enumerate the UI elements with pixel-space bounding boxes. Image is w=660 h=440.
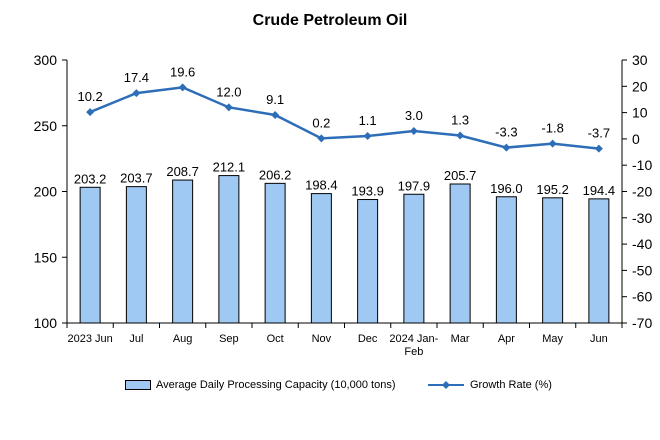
- bar-data-label: 193.9: [351, 184, 384, 199]
- growth-rate-marker: [224, 103, 233, 112]
- right-axis-tick-label: -10: [632, 157, 652, 173]
- right-axis-tick-label: 10: [632, 105, 648, 121]
- bar-data-label: 197.9: [398, 178, 431, 193]
- right-axis-tick-label: -30: [632, 210, 652, 226]
- growth-rate-marker: [409, 127, 418, 136]
- bar: [357, 199, 379, 324]
- x-axis-tick-label: Nov: [312, 333, 332, 345]
- bar: [495, 196, 517, 324]
- bar: [542, 197, 564, 324]
- growth-rate-marker: [548, 139, 557, 148]
- x-axis-tick-label: Jun: [590, 333, 608, 345]
- x-axis-tick-label: May: [542, 333, 563, 345]
- legend-label-growth: Growth Rate (%): [470, 379, 552, 391]
- growth-rate-marker: [178, 83, 187, 92]
- right-axis-tick-label: 0: [632, 131, 640, 147]
- growth-rate-data-label: 3.0: [405, 108, 423, 123]
- growth-rate-data-label: -1.8: [541, 121, 563, 136]
- growth-rate-marker: [594, 144, 603, 153]
- x-axis-tick-label: 2023 Jun: [67, 333, 112, 345]
- growth-rate-data-label: -3.7: [588, 126, 610, 141]
- bar-data-label: 205.7: [444, 168, 477, 183]
- growth-rate-data-label: 9.1: [266, 92, 284, 107]
- bar: [449, 183, 471, 324]
- bar: [310, 193, 332, 324]
- bar-data-label: 203.7: [120, 171, 153, 186]
- right-axis-tick-label: 20: [632, 78, 648, 94]
- bar: [79, 186, 101, 324]
- growth-rate-data-label: 0.2: [312, 115, 330, 130]
- x-axis-tick-label: Aug: [173, 333, 193, 345]
- x-axis-tick-label: Apr: [498, 333, 515, 345]
- growth-rate-marker: [502, 143, 511, 152]
- x-axis-tick-label: Dec: [358, 333, 378, 345]
- growth-rate-marker: [317, 134, 326, 143]
- growth-rate-marker: [456, 131, 465, 140]
- growth-rate-data-label: 19.6: [170, 64, 195, 79]
- right-axis-tick-label: -40: [632, 236, 652, 252]
- growth-rate-data-label: 1.3: [451, 112, 469, 127]
- left-axis-tick-label: 250: [34, 118, 58, 134]
- right-axis-tick-label: -20: [632, 184, 652, 200]
- left-axis-tick-label: 300: [34, 52, 58, 68]
- left-axis-tick-label: 150: [34, 249, 58, 265]
- bar: [588, 198, 610, 324]
- growth-rate-data-label: 17.4: [124, 70, 149, 85]
- bar-data-label: 208.7: [166, 164, 199, 179]
- growth-rate-data-label: 10.2: [77, 89, 102, 104]
- growth-rate-marker: [86, 108, 95, 117]
- right-axis-tick-label: -50: [632, 262, 652, 278]
- bar-data-label: 206.2: [259, 167, 292, 182]
- bar-data-label: 212.1: [213, 160, 246, 175]
- legend-item-capacity: Average Daily Processing Capacity (10,00…: [125, 377, 395, 393]
- legend-item-growth: Growth Rate (%): [428, 377, 552, 393]
- x-axis-tick-label: Oct: [267, 333, 284, 345]
- growth-rate-marker: [132, 89, 141, 98]
- bar-data-label: 194.4: [583, 183, 616, 198]
- growth-rate-data-label: -3.3: [495, 125, 517, 140]
- x-axis-tick-label: 2024 Jan-Feb: [389, 333, 438, 358]
- bar: [403, 193, 425, 324]
- bar-data-label: 196.0: [490, 181, 523, 196]
- right-axis-tick-label: -70: [632, 315, 652, 331]
- right-axis-tick-label: -60: [632, 289, 652, 305]
- growth-rate-marker: [271, 110, 280, 119]
- legend-label-capacity: Average Daily Processing Capacity (10,00…: [156, 379, 396, 391]
- growth-rate-data-label: 1.1: [359, 113, 377, 128]
- x-axis-tick-label: Sep: [219, 333, 239, 345]
- right-axis-tick-label: 30: [632, 52, 648, 68]
- bar: [264, 182, 286, 324]
- bar-data-label: 203.2: [74, 171, 107, 186]
- left-axis-tick-label: 200: [34, 184, 58, 200]
- chart-title: Crude Petroleum Oil: [252, 12, 408, 29]
- bar-data-label: 195.2: [536, 182, 569, 197]
- bar: [172, 179, 194, 324]
- growth-rate-data-label: 12.0: [216, 84, 241, 99]
- x-axis-tick-label: Mar: [451, 333, 470, 345]
- bar-data-label: 198.4: [305, 178, 338, 193]
- x-axis-tick-label: Jul: [129, 333, 143, 345]
- legend-line-swatch: [428, 381, 464, 389]
- bar: [125, 186, 147, 324]
- legend-bar-swatch: [125, 380, 151, 390]
- growth-rate-line: [89, 86, 600, 150]
- left-axis-tick-label: 100: [34, 315, 58, 331]
- growth-rate-marker: [363, 132, 372, 141]
- bar: [218, 175, 240, 324]
